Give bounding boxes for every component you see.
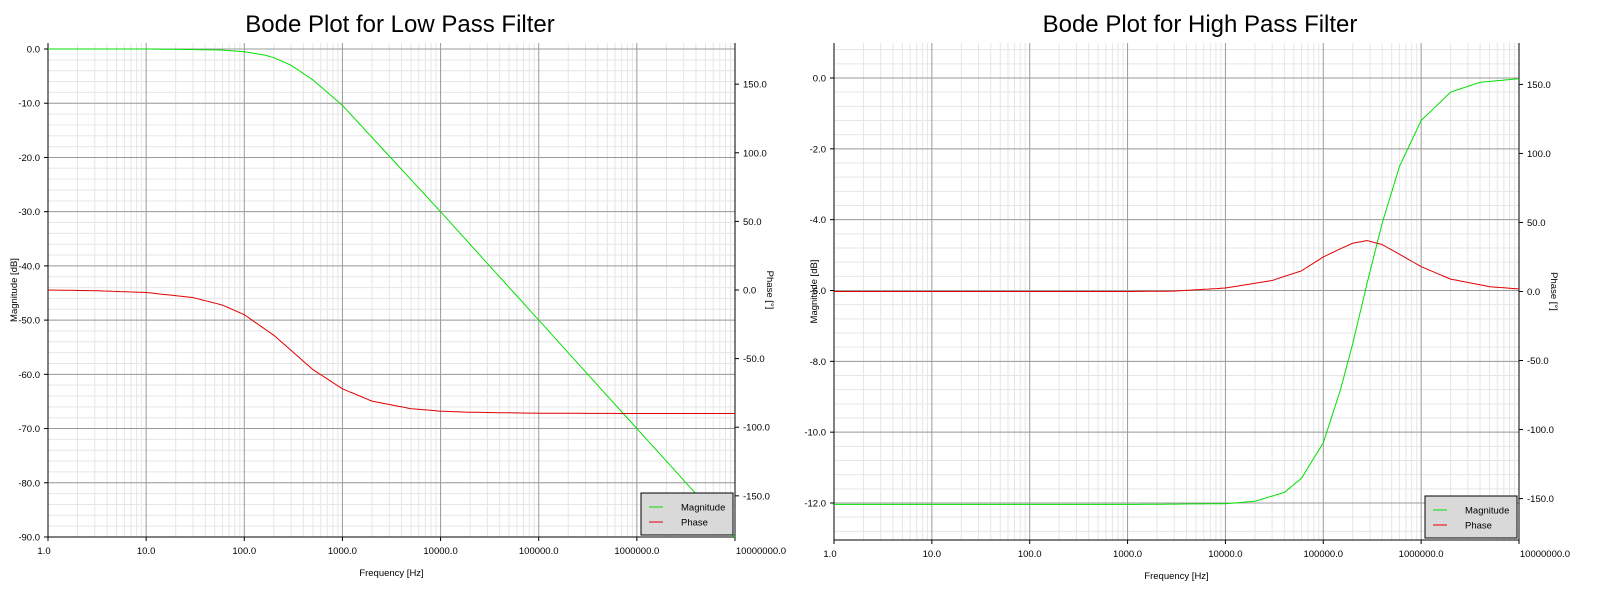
y2-tick-label: 0.0 bbox=[743, 286, 756, 297]
y-tick-label: 0.0 bbox=[813, 74, 826, 85]
y2-tick-label: 100.0 bbox=[1527, 149, 1551, 160]
y2-tick-label: -150.0 bbox=[743, 491, 770, 502]
y-tick-label: -8.0 bbox=[810, 357, 826, 368]
y-tick-label: 0.0 bbox=[27, 45, 40, 56]
x-tick-label: 1000.0 bbox=[1113, 549, 1142, 560]
y-tick-label: -10.0 bbox=[804, 428, 826, 439]
y-tick-label: -40.0 bbox=[18, 261, 40, 272]
y2-tick-label: -100.0 bbox=[743, 423, 770, 434]
chart-title: Bode Plot for High Pass Filter bbox=[1042, 11, 1358, 38]
high-pass-chart: 1.0 10.0 100.0 1000.0 10000.0 100000.0 1000000… bbox=[804, 43, 1570, 582]
y2-tick-label: 150.0 bbox=[743, 80, 767, 91]
y-tick-label: -6.0 bbox=[810, 286, 826, 297]
y2-tick-label: -100.0 bbox=[1527, 425, 1554, 436]
legend-label: Phase bbox=[681, 518, 708, 529]
x-tick-label: 10000.0 bbox=[1208, 549, 1242, 560]
y-tick-label: -4.0 bbox=[810, 215, 826, 226]
y-tick-label: -12.0 bbox=[804, 499, 826, 510]
y2-tick-label: 50.0 bbox=[1527, 218, 1546, 229]
x-tick-label: 1000.0 bbox=[328, 546, 357, 557]
y-tick-label: -2.0 bbox=[810, 144, 826, 155]
y2-tick-label: 100.0 bbox=[743, 148, 767, 159]
y-axis-label: Magnitude [dB] bbox=[809, 260, 820, 324]
y-axis-label: Magnitude [dB] bbox=[9, 258, 20, 322]
x-tick-label: 10000000.0 bbox=[1520, 549, 1570, 560]
y2-axis-label: Phase [°] bbox=[1548, 272, 1559, 311]
x-axis-label: Frequency [Hz] bbox=[1144, 571, 1208, 582]
x-tick-label: 10.0 bbox=[137, 546, 156, 557]
x-axis-label: Frequency [Hz] bbox=[359, 568, 423, 579]
y2-axis-label: Phase [°] bbox=[764, 271, 775, 310]
legend-label: Magnitude bbox=[1465, 506, 1509, 517]
x-tick-label: 100.0 bbox=[1018, 549, 1042, 560]
y-tick-label: -80.0 bbox=[18, 478, 40, 489]
legend-box bbox=[640, 492, 734, 536]
x-tick-label: 100000.0 bbox=[1303, 549, 1343, 560]
legend-label: Phase bbox=[1465, 521, 1492, 532]
high-pass-panel: Bode Plot for High Pass Filter 1.0 10.0 10… bbox=[800, 0, 1600, 600]
x-tick-label: 100.0 bbox=[232, 546, 256, 557]
y2-tick-label: 0.0 bbox=[1527, 287, 1540, 298]
series-line-phase bbox=[47, 289, 735, 414]
x-tick-label: 10000000.0 bbox=[736, 546, 786, 557]
chart-title: Bode Plot for Low Pass Filter bbox=[245, 11, 555, 38]
y-tick-label: -60.0 bbox=[18, 370, 40, 381]
y2-tick-label: 50.0 bbox=[743, 217, 762, 228]
legend-label: Magnitude bbox=[681, 503, 725, 514]
legend-box bbox=[1424, 495, 1518, 539]
series-line-magnitude bbox=[48, 48, 736, 538]
y2-tick-label: -50.0 bbox=[1527, 356, 1549, 367]
x-tick-label: 10000.0 bbox=[423, 546, 457, 557]
x-tick-label: 1.0 bbox=[37, 546, 50, 557]
y-tick-label: -20.0 bbox=[18, 153, 40, 164]
series-line-magnitude bbox=[834, 78, 1520, 505]
x-tick-label: 1000000.0 bbox=[614, 546, 659, 557]
y-tick-label: -90.0 bbox=[18, 533, 40, 544]
y-tick-label: -30.0 bbox=[18, 207, 40, 218]
y2-tick-label: -150.0 bbox=[1527, 494, 1554, 505]
y-tick-label: -50.0 bbox=[18, 316, 40, 327]
x-tick-label: 1000000.0 bbox=[1399, 549, 1444, 560]
x-tick-label: 100000.0 bbox=[519, 546, 559, 557]
y2-tick-label: 150.0 bbox=[1527, 80, 1551, 91]
y-tick-label: -10.0 bbox=[18, 99, 40, 110]
y-tick-label: -70.0 bbox=[18, 424, 40, 435]
x-tick-label: 10.0 bbox=[923, 549, 942, 560]
low-pass-chart: 1.0 10.0 100.0 1000.0 10000.0 100000.0 1000000… bbox=[9, 43, 786, 579]
series-line-phase bbox=[834, 240, 1520, 292]
y2-tick-label: -50.0 bbox=[743, 354, 765, 365]
low-pass-panel: Bode Plot for Low Pass Filter 1.0 10.0 100… bbox=[9, 11, 786, 579]
x-tick-label: 1.0 bbox=[823, 549, 836, 560]
